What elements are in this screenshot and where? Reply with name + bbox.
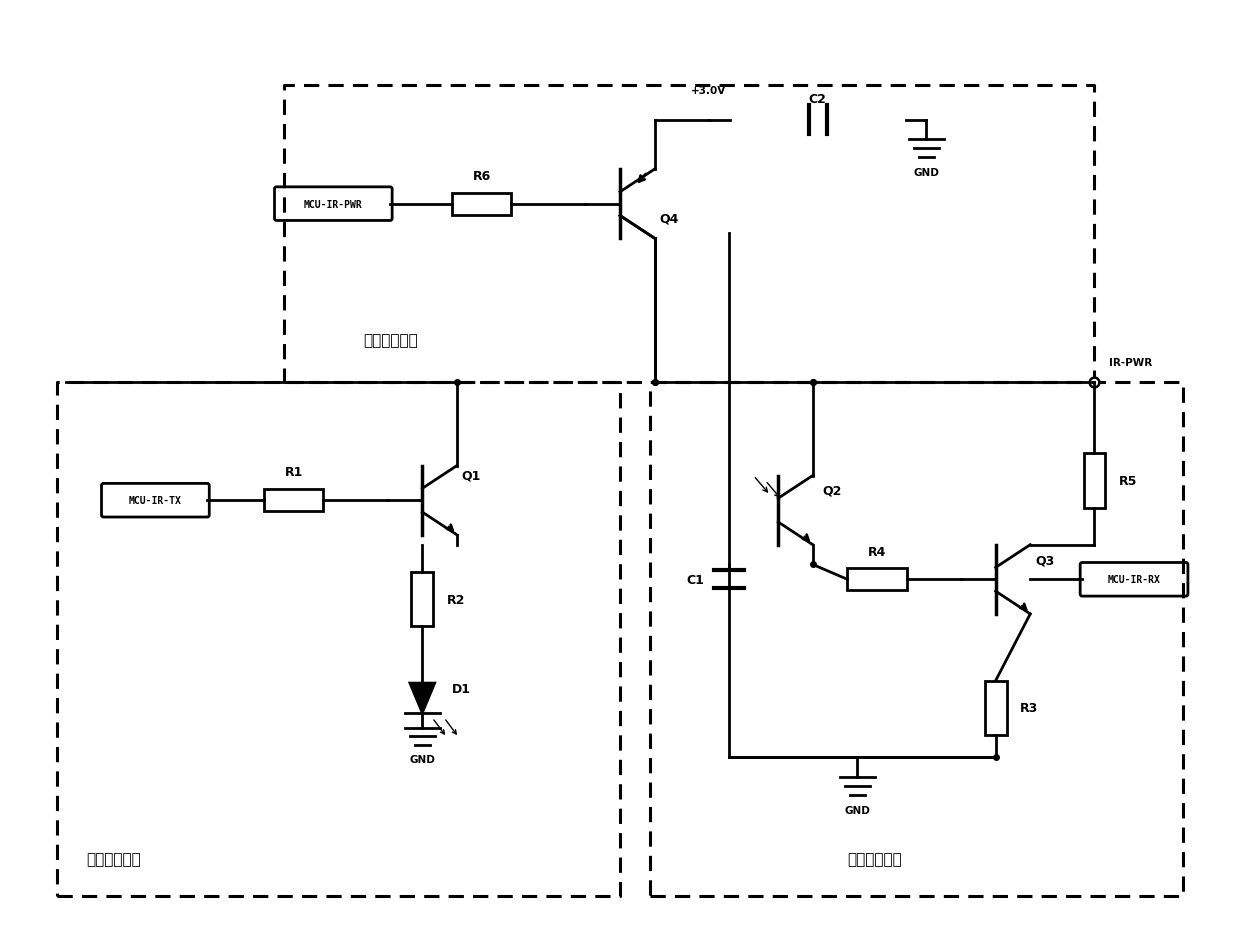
Text: GND: GND: [409, 755, 435, 764]
Text: MCU-IR-PWR: MCU-IR-PWR: [304, 199, 362, 209]
Text: D1: D1: [451, 682, 471, 695]
Text: Q4: Q4: [660, 212, 680, 226]
Text: GND: GND: [844, 804, 870, 815]
Text: R2: R2: [446, 593, 465, 605]
Text: 红外发射模块: 红外发射模块: [87, 851, 141, 866]
Text: 电源控制模块: 电源控制模块: [363, 332, 418, 347]
Text: C2: C2: [808, 92, 827, 106]
Text: R4: R4: [868, 545, 887, 558]
Text: MCU-IR-TX: MCU-IR-TX: [129, 496, 182, 506]
Polygon shape: [410, 684, 435, 713]
Text: IR-PWR: IR-PWR: [1110, 357, 1152, 367]
Text: C1: C1: [686, 573, 704, 586]
Text: R3: R3: [1021, 702, 1039, 715]
Text: Q3: Q3: [1035, 553, 1054, 566]
Text: MCU-IR-RX: MCU-IR-RX: [1107, 575, 1161, 585]
FancyBboxPatch shape: [274, 188, 392, 221]
Text: R5: R5: [1120, 474, 1137, 487]
Text: GND: GND: [914, 168, 940, 178]
Text: R6: R6: [472, 169, 491, 183]
Bar: [412, 572, 433, 626]
Bar: [847, 569, 906, 590]
FancyBboxPatch shape: [102, 484, 210, 518]
Text: R1: R1: [285, 466, 303, 479]
Text: 红外接收模块: 红外接收模块: [847, 851, 903, 866]
Text: Q1: Q1: [461, 469, 481, 483]
Bar: [1084, 454, 1105, 508]
FancyBboxPatch shape: [1080, 563, 1188, 597]
Text: +3.0V: +3.0V: [692, 86, 727, 96]
Bar: [451, 193, 511, 215]
Bar: [985, 681, 1007, 735]
Text: Q2: Q2: [822, 485, 842, 497]
Bar: [264, 490, 324, 511]
